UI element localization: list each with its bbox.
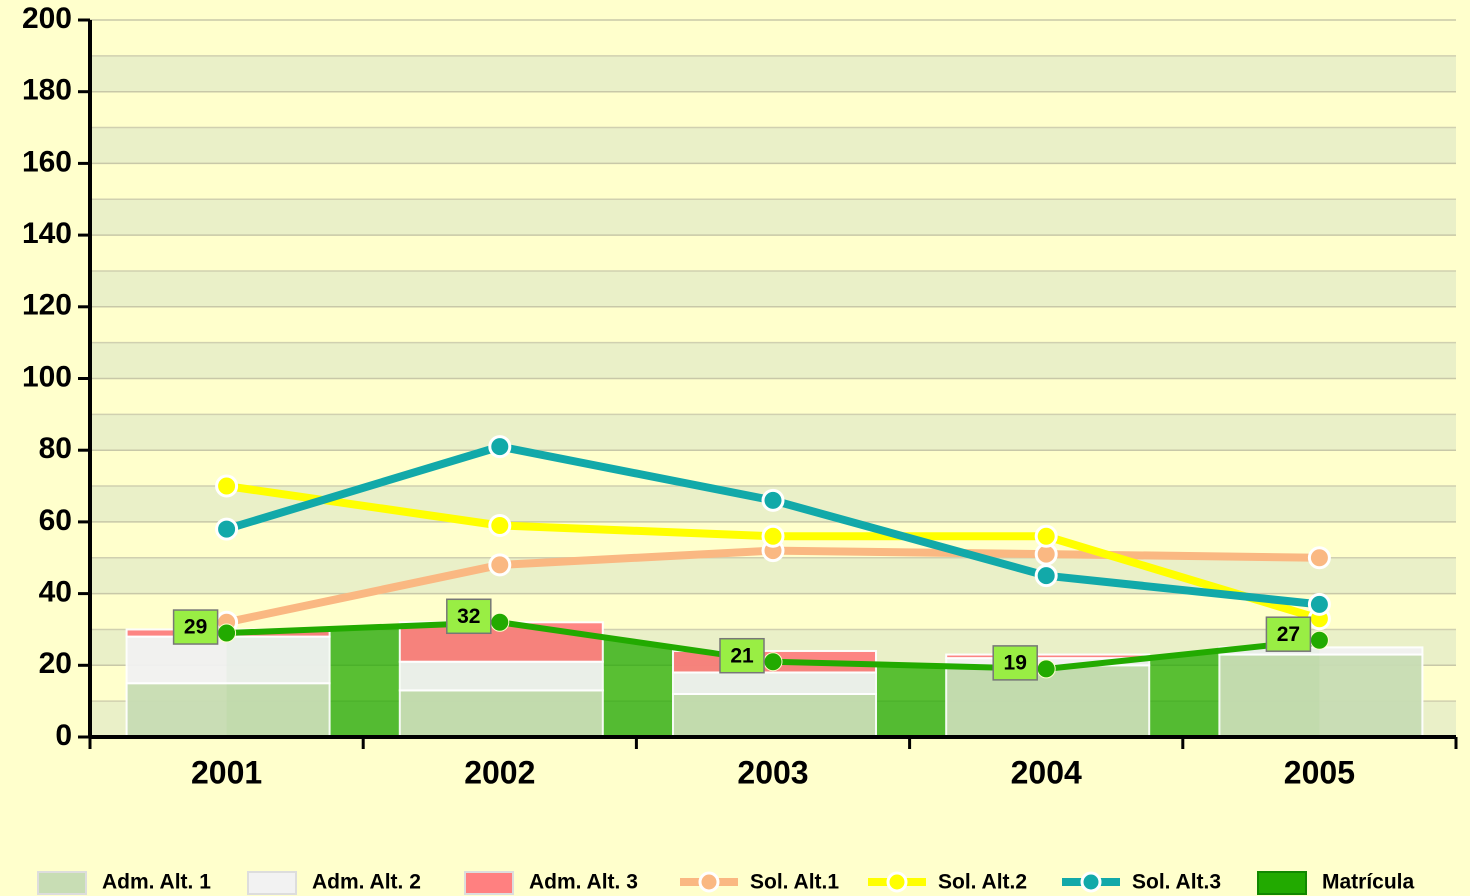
marker bbox=[490, 612, 510, 632]
x-tick-label: 2002 bbox=[464, 754, 535, 790]
legend-swatch bbox=[1257, 871, 1307, 895]
data-label-box bbox=[719, 637, 765, 674]
bar bbox=[125, 682, 331, 738]
legend-label: Sol. Alt.2 bbox=[938, 871, 1027, 894]
legend-label: Adm. Alt. 2 bbox=[312, 871, 421, 894]
bar bbox=[125, 635, 331, 685]
grid-band bbox=[90, 127, 1456, 164]
marker bbox=[488, 513, 512, 537]
marker bbox=[1307, 592, 1331, 616]
marker bbox=[763, 652, 783, 672]
y-tick-label: 120 bbox=[22, 289, 72, 322]
bar bbox=[1218, 653, 1424, 738]
grid-band bbox=[90, 270, 1456, 307]
marker bbox=[217, 623, 237, 643]
marker bbox=[1034, 564, 1058, 588]
y-tick-label: 200 bbox=[22, 2, 72, 35]
y-tick-label: 160 bbox=[22, 145, 72, 178]
marker bbox=[761, 488, 785, 512]
legend-swatch bbox=[464, 871, 514, 895]
grid-band bbox=[90, 199, 1456, 236]
data-label: 32 bbox=[457, 605, 480, 628]
marker bbox=[1036, 659, 1056, 679]
marker bbox=[215, 517, 239, 541]
legend-label: Adm. Alt. 3 bbox=[529, 871, 638, 894]
y-tick-label: 80 bbox=[39, 432, 72, 465]
marker bbox=[761, 524, 785, 548]
data-label: 27 bbox=[1277, 623, 1300, 646]
legend-marker bbox=[698, 871, 720, 893]
y-tick-label: 0 bbox=[55, 719, 72, 752]
legend-label: Adm. Alt. 1 bbox=[102, 871, 211, 894]
data-label-box bbox=[1265, 616, 1312, 652]
data-label-box bbox=[446, 598, 492, 635]
data-label-box bbox=[992, 645, 1038, 681]
data-label: 29 bbox=[184, 616, 207, 639]
marker bbox=[488, 435, 512, 459]
data-label: 19 bbox=[1004, 651, 1027, 674]
data-label-box bbox=[172, 609, 219, 645]
x-tick-label: 2005 bbox=[1284, 754, 1355, 790]
marker bbox=[215, 474, 239, 498]
x-tick-label: 2003 bbox=[737, 754, 808, 790]
legend-marker bbox=[886, 871, 908, 893]
grid-band bbox=[90, 342, 1456, 379]
bar bbox=[672, 671, 877, 695]
bar bbox=[398, 689, 604, 739]
y-tick-label: 140 bbox=[22, 217, 72, 250]
marker bbox=[1307, 546, 1331, 570]
y-tick-label: 100 bbox=[22, 360, 72, 393]
marker bbox=[1309, 630, 1329, 650]
y-tick-label: 20 bbox=[39, 647, 72, 680]
bar bbox=[672, 692, 877, 738]
y-tick-label: 40 bbox=[39, 576, 72, 609]
grid-band bbox=[90, 557, 1456, 594]
x-tick-label: 2004 bbox=[1011, 754, 1082, 790]
grid-band bbox=[90, 55, 1456, 92]
grid-band bbox=[90, 414, 1456, 451]
legend-label: Matrícula bbox=[1322, 871, 1415, 894]
x-tick-label: 2001 bbox=[191, 754, 262, 790]
legend-swatch bbox=[247, 871, 297, 895]
marker bbox=[1034, 524, 1058, 548]
legend-swatch bbox=[37, 871, 87, 895]
bar bbox=[398, 660, 604, 692]
bar bbox=[945, 653, 1151, 660]
y-tick-label: 180 bbox=[22, 74, 72, 107]
legend-label: Sol. Alt.1 bbox=[750, 871, 839, 894]
marker bbox=[488, 553, 512, 577]
y-tick-label: 60 bbox=[39, 504, 72, 537]
legend-label: Sol. Alt.3 bbox=[1132, 871, 1221, 894]
data-label: 21 bbox=[730, 644, 754, 667]
legend-marker bbox=[1080, 871, 1102, 893]
